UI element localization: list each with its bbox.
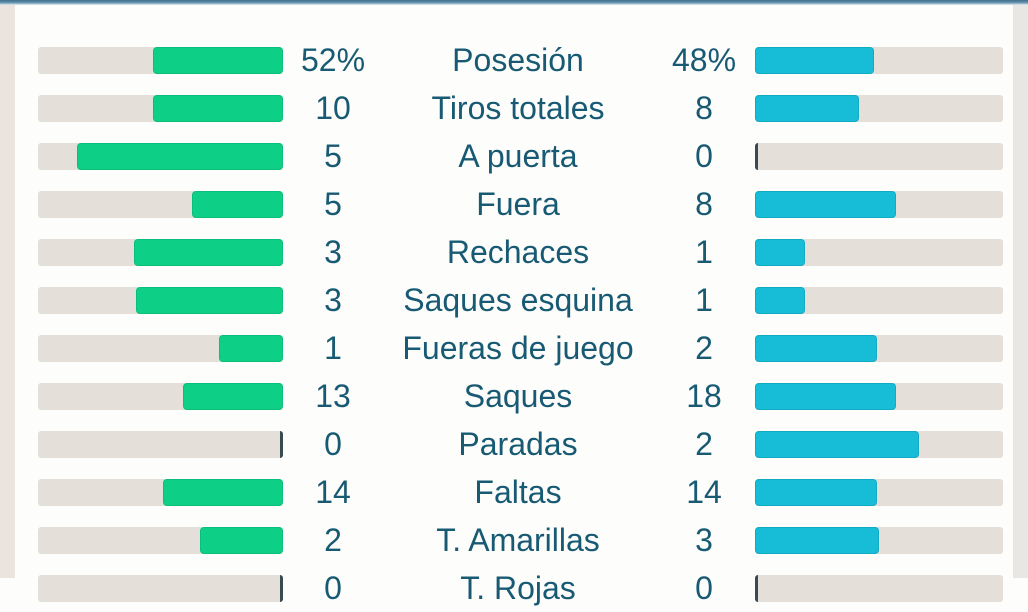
home-bar-fill xyxy=(77,143,283,170)
stat-label: Posesión xyxy=(383,36,653,84)
stat-row: 0 Paradas 2 xyxy=(0,420,1028,468)
stat-row: 52% Posesión 48% xyxy=(0,36,1028,84)
home-stat-bar xyxy=(38,479,283,506)
home-stat-bar xyxy=(38,95,283,122)
away-bar-fill xyxy=(755,287,805,314)
away-stat-bar xyxy=(755,47,1003,74)
away-value: 8 xyxy=(653,84,755,132)
away-value: 0 xyxy=(653,132,755,180)
home-value: 0 xyxy=(283,420,383,468)
home-value: 5 xyxy=(283,132,383,180)
away-stat-bar xyxy=(755,95,1003,122)
away-value: 2 xyxy=(653,420,755,468)
home-value: 1 xyxy=(283,324,383,372)
home-stat-bar xyxy=(38,335,283,362)
away-value: 3 xyxy=(653,516,755,564)
away-stat-bar xyxy=(755,575,1003,602)
stat-label: Paradas xyxy=(383,420,653,468)
away-bar-fill xyxy=(755,383,896,410)
away-value: 1 xyxy=(653,276,755,324)
home-bar-fill xyxy=(134,239,283,266)
away-stat-bar xyxy=(755,335,1003,362)
away-stat-bar xyxy=(755,383,1003,410)
away-stat-bar xyxy=(755,431,1003,458)
home-stat-bar xyxy=(38,575,283,602)
away-value: 18 xyxy=(653,372,755,420)
stat-row: 5 A puerta 0 xyxy=(0,132,1028,180)
home-zero-tick xyxy=(280,575,283,602)
stat-row: 3 Rechaces 1 xyxy=(0,228,1028,276)
home-bar-fill xyxy=(200,527,283,554)
top-accent-bar xyxy=(0,0,1028,5)
home-zero-tick xyxy=(280,431,283,458)
home-value: 0 xyxy=(283,564,383,612)
stat-row: 14 Faltas 14 xyxy=(0,468,1028,516)
away-value: 8 xyxy=(653,180,755,228)
away-value: 14 xyxy=(653,468,755,516)
away-stat-bar xyxy=(755,287,1003,314)
away-value: 2 xyxy=(653,324,755,372)
home-value: 14 xyxy=(283,468,383,516)
home-stat-bar xyxy=(38,431,283,458)
stat-label: Fueras de juego xyxy=(383,324,653,372)
home-value: 13 xyxy=(283,372,383,420)
stat-label: Fuera xyxy=(383,180,653,228)
away-bar-fill xyxy=(755,527,879,554)
home-bar-fill xyxy=(153,95,283,122)
home-bar-fill xyxy=(183,383,283,410)
stat-row: 3 Saques esquina 1 xyxy=(0,276,1028,324)
stat-row: 1 Fueras de juego 2 xyxy=(0,324,1028,372)
away-stat-bar xyxy=(755,527,1003,554)
home-stat-bar xyxy=(38,383,283,410)
away-bar-fill xyxy=(755,191,896,218)
home-bar-fill xyxy=(163,479,283,506)
home-stat-bar xyxy=(38,287,283,314)
away-stat-bar xyxy=(755,479,1003,506)
away-zero-tick xyxy=(755,575,758,602)
away-zero-tick xyxy=(755,143,758,170)
away-value: 0 xyxy=(653,564,755,612)
home-bar-fill xyxy=(192,191,283,218)
home-stat-bar xyxy=(38,47,283,74)
away-bar-fill xyxy=(755,95,859,122)
stat-label: A puerta xyxy=(383,132,653,180)
away-stat-bar xyxy=(755,239,1003,266)
stat-row: 10 Tiros totales 8 xyxy=(0,84,1028,132)
home-value: 3 xyxy=(283,228,383,276)
away-stat-bar xyxy=(755,191,1003,218)
home-value: 3 xyxy=(283,276,383,324)
away-value: 1 xyxy=(653,228,755,276)
away-value: 48% xyxy=(653,36,755,84)
home-value: 5 xyxy=(283,180,383,228)
home-stat-bar xyxy=(38,191,283,218)
home-bar-fill xyxy=(136,287,283,314)
stat-row: 2 T. Amarillas 3 xyxy=(0,516,1028,564)
stat-row: 5 Fuera 8 xyxy=(0,180,1028,228)
away-bar-fill xyxy=(755,239,805,266)
stat-label: Tiros totales xyxy=(383,84,653,132)
away-bar-fill xyxy=(755,431,919,458)
home-stat-bar xyxy=(38,239,283,266)
away-stat-bar xyxy=(755,143,1003,170)
home-value: 2 xyxy=(283,516,383,564)
match-stats-table: 52% Posesión 48% 10 Tiros totales 8 5 A … xyxy=(0,36,1028,612)
stat-label: Saques esquina xyxy=(383,276,653,324)
stat-label: T. Rojas xyxy=(383,564,653,612)
stat-label: Rechaces xyxy=(383,228,653,276)
stat-row: 13 Saques 18 xyxy=(0,372,1028,420)
home-value: 10 xyxy=(283,84,383,132)
home-bar-fill xyxy=(219,335,283,362)
away-bar-fill xyxy=(755,47,874,74)
stat-label: Saques xyxy=(383,372,653,420)
stat-label: T. Amarillas xyxy=(383,516,653,564)
home-stat-bar xyxy=(38,143,283,170)
home-bar-fill xyxy=(153,47,283,74)
home-value: 52% xyxy=(283,36,383,84)
home-stat-bar xyxy=(38,527,283,554)
away-bar-fill xyxy=(755,335,877,362)
away-bar-fill xyxy=(755,479,877,506)
stat-row: 0 T. Rojas 0 xyxy=(0,564,1028,612)
stat-label: Faltas xyxy=(383,468,653,516)
